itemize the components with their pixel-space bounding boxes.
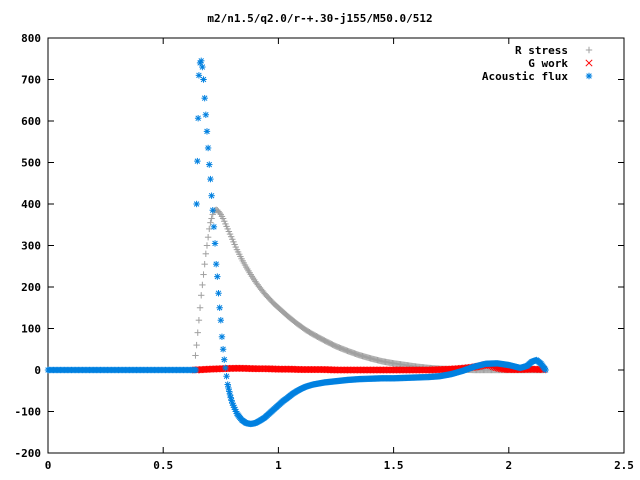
y-tick-label: -200: [15, 447, 42, 460]
legend-label: G work: [528, 57, 568, 70]
data-point: [210, 223, 218, 231]
data-point: [194, 329, 201, 336]
data-point: [221, 356, 228, 363]
data-point: [207, 175, 214, 183]
series-r-stress: [192, 206, 547, 374]
data-point: [200, 76, 207, 83]
plot-axes: 0 0.5 1 1.5 2 2.5 -200 -100 0 100 200 300 400 500 600 7…: [15, 32, 634, 472]
data-point: [203, 242, 211, 249]
data-point: [198, 292, 205, 299]
data-point: [199, 63, 206, 71]
data-point: [201, 260, 208, 268]
data-point: [204, 144, 212, 152]
series-acoustic-flux: [44, 57, 549, 428]
y-tick-label: 600: [21, 115, 41, 128]
data-point: [216, 209, 223, 217]
data-point: [207, 219, 214, 226]
data-point: [219, 346, 227, 353]
data-point: [195, 317, 203, 324]
data-point: [211, 240, 219, 247]
data-point: [201, 94, 208, 102]
data-point: [202, 250, 210, 257]
data-point: [203, 128, 211, 135]
data-point: [198, 57, 205, 65]
data-point: [199, 281, 206, 289]
legend-marker: [585, 59, 593, 67]
data-point: [195, 72, 203, 79]
data-point: [208, 215, 215, 222]
plot-frame: [47, 37, 625, 454]
y-tick-label: 500: [21, 157, 41, 170]
data-point: [215, 290, 222, 297]
legend-marker: [585, 46, 593, 54]
y-tick-label: 200: [21, 281, 41, 294]
legend-label: Acoustic flux: [482, 70, 568, 83]
x-tick-label: 2: [505, 459, 512, 472]
data-point: [221, 218, 228, 225]
data-point: [196, 304, 204, 311]
data-point: [217, 317, 224, 324]
data-point: [214, 273, 221, 280]
data-point: [208, 192, 215, 199]
data-point: [200, 271, 207, 278]
y-tick-label: 400: [21, 198, 41, 211]
data-point: [212, 260, 220, 268]
data-point: [193, 341, 200, 349]
data-point: [193, 200, 200, 208]
legend-marker: [585, 72, 593, 80]
data-point: [192, 352, 199, 359]
y-tick-label: 300: [21, 240, 41, 253]
data-point: [194, 157, 201, 165]
data-point: [194, 115, 202, 122]
data-point: [216, 304, 223, 311]
y-tick-label: -100: [15, 406, 42, 419]
plot-marks: [44, 57, 549, 428]
legend-label: R stress: [515, 44, 568, 57]
data-point: [202, 111, 210, 118]
data-point: [204, 234, 212, 241]
data-point: [223, 373, 230, 380]
x-tick-label: 1: [275, 459, 282, 472]
data-point: [219, 215, 227, 222]
data-point: [218, 333, 226, 340]
data-point: [209, 207, 216, 214]
data-point: [206, 161, 213, 168]
data-point: [192, 366, 200, 374]
y-tick-label: 700: [21, 74, 41, 87]
data-point: [222, 364, 229, 372]
x-tick-label: 0: [45, 459, 52, 472]
x-tick-label: 1.5: [384, 459, 404, 472]
chart-title: m2/n1.5/q2.0/r-+.30-j155/M50.0/512: [207, 12, 432, 25]
y-tick-label: 100: [21, 323, 41, 336]
y-tick-label: 800: [21, 32, 41, 45]
x-tick-label: 2.5: [614, 459, 634, 472]
x-tick-label: 0.5: [153, 459, 173, 472]
data-point: [542, 366, 549, 374]
y-tick-label: 0: [34, 364, 41, 377]
